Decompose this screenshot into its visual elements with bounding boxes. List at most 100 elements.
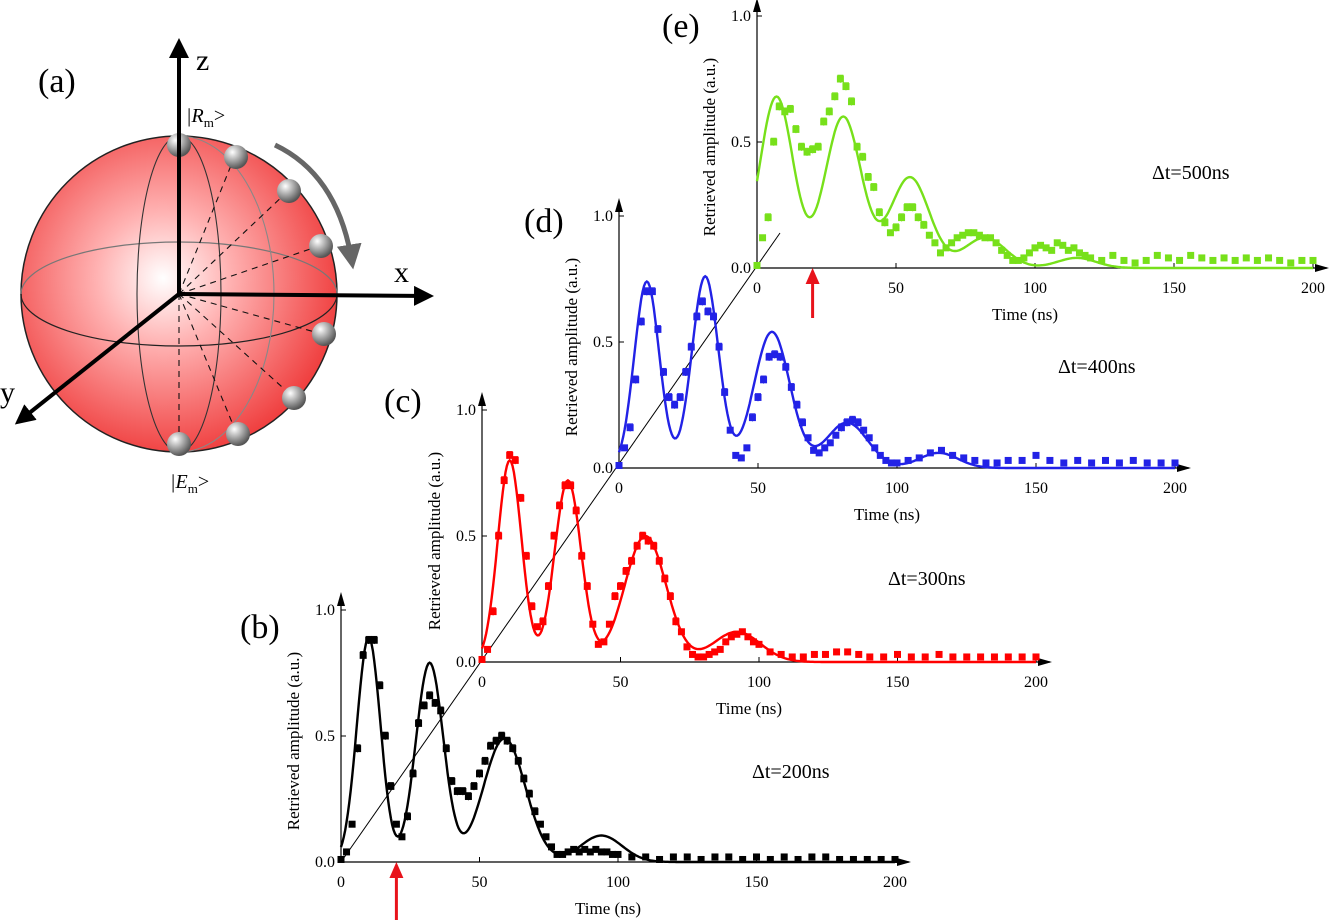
data-point	[887, 459, 895, 467]
data-point	[907, 653, 915, 661]
data-point	[797, 143, 805, 151]
data-point	[370, 636, 378, 644]
x-tick-label: 100	[1023, 280, 1047, 297]
panel-label-e: (e)	[662, 8, 700, 45]
data-point	[420, 702, 428, 710]
data-point	[786, 105, 794, 113]
data-point	[1025, 249, 1033, 257]
data-point	[859, 153, 867, 161]
data-point	[725, 853, 733, 861]
data-point	[753, 261, 761, 269]
data-point	[722, 638, 730, 646]
data-point	[659, 368, 667, 376]
data-point	[715, 343, 723, 351]
data-point	[1287, 259, 1295, 267]
data-point	[776, 353, 784, 361]
data-point	[550, 532, 558, 540]
data-point	[766, 855, 774, 863]
y-axis-label: y	[0, 376, 15, 409]
data-point	[749, 638, 757, 646]
data-point	[655, 557, 663, 565]
panel-label-a: (a)	[38, 63, 76, 100]
data-point	[726, 426, 734, 434]
y-axis-arrowhead	[615, 198, 623, 212]
data-point	[1075, 249, 1083, 257]
x-axis-arrowhead	[897, 858, 911, 866]
data-point	[937, 446, 945, 454]
data-point	[597, 848, 605, 856]
data-point	[387, 782, 395, 790]
data-point	[666, 592, 674, 600]
state-top-label: |Rm>	[186, 105, 225, 130]
data-point	[820, 118, 828, 126]
data-point	[639, 532, 647, 540]
y-axis	[14, 292, 181, 425]
data-point	[914, 214, 922, 222]
data-point	[492, 737, 500, 745]
data-point	[484, 645, 492, 653]
data-point	[836, 855, 844, 863]
data-point	[1153, 251, 1161, 259]
data-point	[464, 792, 472, 800]
data-point	[1143, 459, 1151, 467]
data-point	[982, 459, 990, 467]
data-point	[864, 173, 872, 181]
data-point	[359, 651, 367, 659]
data-point	[431, 699, 439, 707]
red-marker-arrowhead	[805, 268, 820, 284]
data-point	[1048, 246, 1056, 254]
x-tick-label: 50	[613, 674, 629, 691]
data-point	[844, 648, 852, 656]
data-point	[711, 853, 719, 861]
data-point	[925, 231, 933, 239]
data-point	[739, 855, 747, 863]
y-tick-label: 0.0	[593, 460, 613, 477]
data-point	[611, 592, 619, 600]
plot-panel-e: (e) 0 50 100 150 200 0.0 0.5 1.0 Time (ns) Retriev…	[662, 0, 1329, 324]
data-point	[589, 620, 597, 628]
y-axis-title: Retrieved amplitude (a.u.)	[700, 58, 719, 236]
data-point	[788, 653, 796, 661]
data-point	[866, 653, 874, 661]
data-point	[676, 393, 684, 401]
data-point	[1209, 256, 1217, 264]
data-point	[727, 633, 735, 641]
data-point	[775, 103, 783, 111]
data-point	[853, 143, 861, 151]
data-point	[1018, 653, 1026, 661]
data-point	[794, 855, 802, 863]
data-point	[926, 449, 934, 457]
data-point	[814, 143, 822, 151]
data-point	[848, 98, 856, 106]
data-point	[705, 650, 713, 658]
data-point	[1088, 459, 1096, 467]
data-point	[415, 719, 423, 727]
data-point	[648, 288, 656, 296]
data-point	[337, 855, 345, 863]
data-point	[882, 456, 890, 464]
delta-t-annotation: Δt=500ns	[1152, 162, 1230, 184]
state-marker	[277, 179, 301, 203]
data-point	[1009, 256, 1017, 264]
data-point	[1109, 251, 1117, 259]
data-point	[503, 737, 511, 745]
state-marker	[226, 422, 250, 446]
data-point	[522, 552, 530, 560]
data-point	[1087, 254, 1095, 262]
data-point	[815, 449, 823, 457]
data-point	[748, 414, 756, 422]
data-point	[470, 782, 478, 790]
data-point	[871, 444, 879, 452]
x-tick-label: 50	[472, 874, 488, 891]
data-point	[1265, 254, 1273, 262]
data-point	[854, 419, 862, 427]
data-point	[365, 636, 373, 644]
data-point	[628, 853, 636, 861]
data-point	[621, 444, 629, 452]
data-point	[500, 477, 508, 485]
rotation-arrow	[273, 142, 362, 270]
data-point	[564, 848, 572, 856]
data-point	[1074, 456, 1082, 464]
data-point	[860, 426, 868, 434]
data-point	[833, 648, 841, 656]
